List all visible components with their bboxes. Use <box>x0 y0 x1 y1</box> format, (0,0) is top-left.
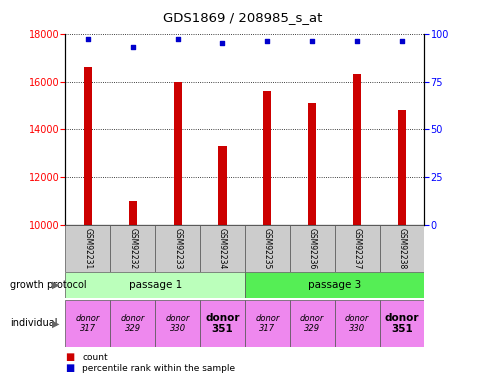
Text: GSM92237: GSM92237 <box>352 228 361 269</box>
Text: donor
317: donor 317 <box>76 314 100 333</box>
Text: GSM92238: GSM92238 <box>396 228 406 269</box>
Bar <box>65 300 110 347</box>
Text: donor
329: donor 329 <box>121 314 145 333</box>
Text: donor
317: donor 317 <box>255 314 279 333</box>
Bar <box>128 201 136 375</box>
Text: donor
330: donor 330 <box>165 314 189 333</box>
Point <box>352 38 360 44</box>
Text: GSM92232: GSM92232 <box>128 228 137 269</box>
Bar <box>65 225 110 272</box>
Text: ▶: ▶ <box>52 318 60 328</box>
Text: donor
330: donor 330 <box>344 314 368 333</box>
Text: GSM92235: GSM92235 <box>262 228 272 269</box>
Text: ■: ■ <box>65 363 75 373</box>
Bar <box>65 272 244 298</box>
Bar <box>307 103 316 375</box>
Bar <box>244 300 289 347</box>
Bar <box>155 225 200 272</box>
Point <box>397 38 405 44</box>
Text: GSM92236: GSM92236 <box>307 228 316 269</box>
Text: growth protocol: growth protocol <box>10 280 86 290</box>
Bar <box>244 272 424 298</box>
Bar <box>289 300 334 347</box>
Text: GSM92233: GSM92233 <box>173 228 182 269</box>
Bar <box>110 225 155 272</box>
Bar <box>244 225 289 272</box>
Bar <box>173 82 182 375</box>
Text: count: count <box>82 352 108 362</box>
Text: ▶: ▶ <box>52 280 60 290</box>
Text: ■: ■ <box>65 352 75 362</box>
Text: donor
329: donor 329 <box>300 314 324 333</box>
Text: GSM92234: GSM92234 <box>217 228 227 269</box>
Bar <box>334 225 378 272</box>
Bar <box>334 300 378 347</box>
Bar <box>199 300 244 347</box>
Point <box>173 36 181 42</box>
Bar <box>352 74 361 375</box>
Text: GSM92231: GSM92231 <box>83 228 92 269</box>
Point <box>308 38 316 44</box>
Point <box>84 36 91 42</box>
Text: donor
351: donor 351 <box>384 313 418 334</box>
Bar <box>84 67 92 375</box>
Bar <box>378 225 424 272</box>
Text: individual: individual <box>10 318 57 328</box>
Bar <box>397 110 405 375</box>
Bar <box>110 300 155 347</box>
Bar <box>289 225 334 272</box>
Bar <box>263 91 271 375</box>
Point <box>263 38 271 44</box>
Text: GDS1869 / 208985_s_at: GDS1869 / 208985_s_at <box>163 11 321 24</box>
Text: donor
351: donor 351 <box>205 313 239 334</box>
Bar <box>378 300 424 347</box>
Point <box>218 40 226 46</box>
Bar <box>218 146 226 375</box>
Text: passage 3: passage 3 <box>307 280 361 290</box>
Text: percentile rank within the sample: percentile rank within the sample <box>82 364 235 373</box>
Bar <box>155 300 200 347</box>
Text: passage 1: passage 1 <box>128 280 182 290</box>
Point <box>129 44 136 50</box>
Bar <box>199 225 244 272</box>
